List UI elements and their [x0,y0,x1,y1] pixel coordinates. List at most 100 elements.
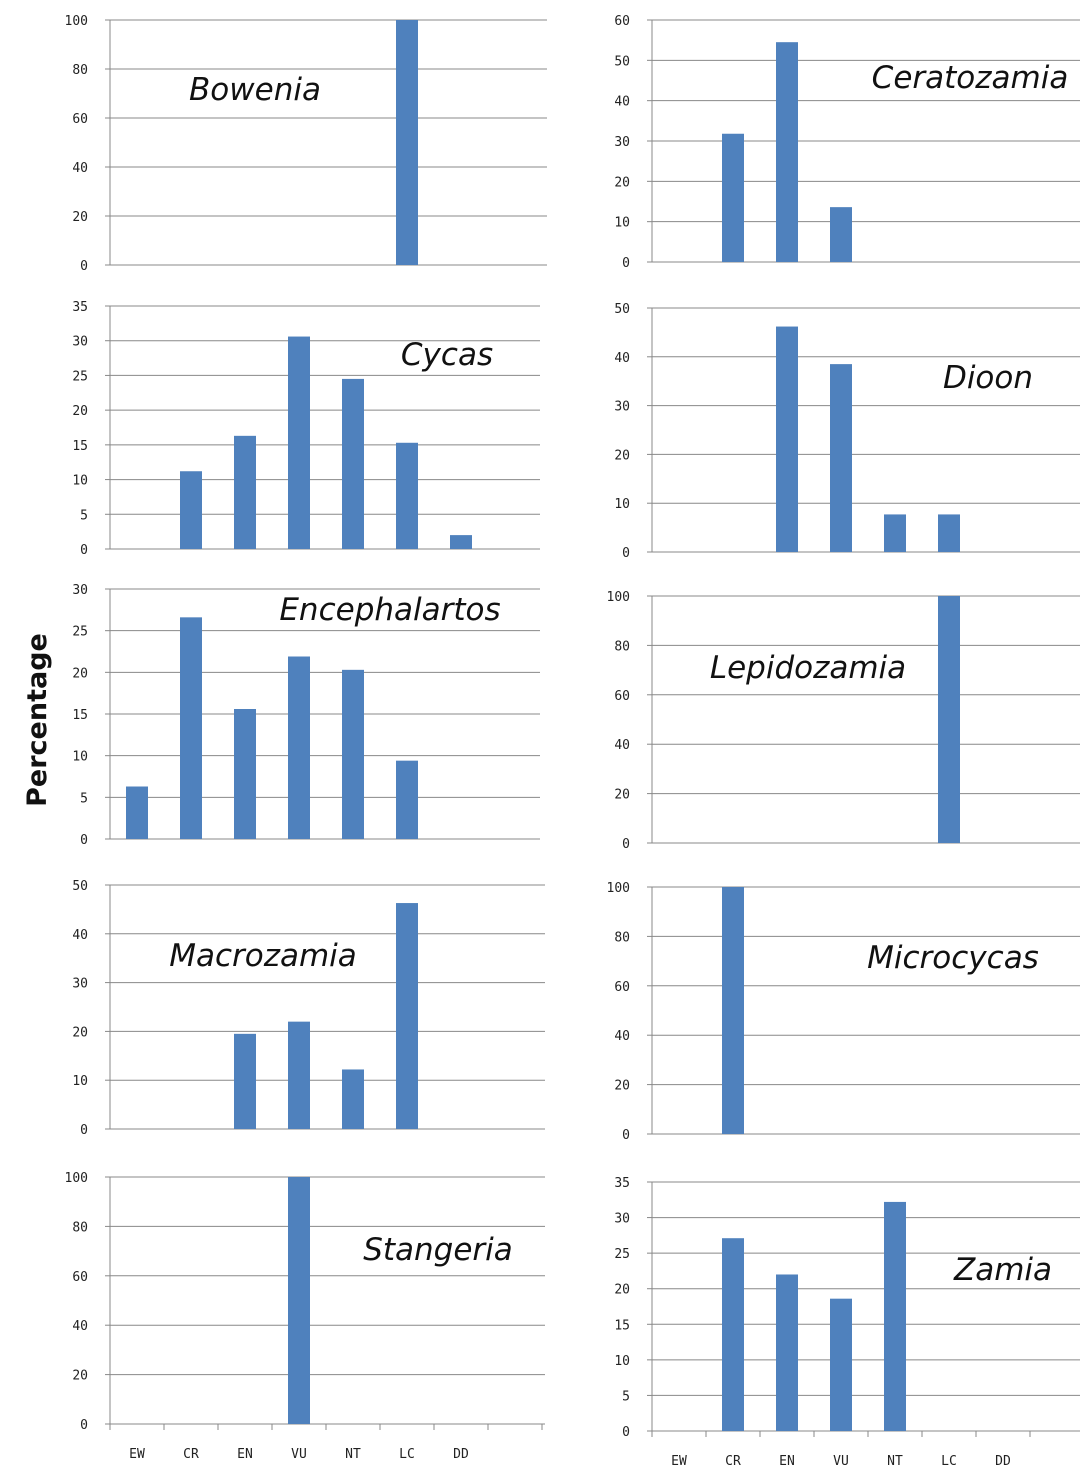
bar-lc [396,903,418,1129]
x-tick-label-en: EN [779,1454,795,1468]
chart-panel-zamia: 0 5 10 15 20 25 30 35 EW CR EN VU NT LC DD Zamia [614,1176,1080,1468]
y-tick-label: 30 [72,335,88,350]
y-tick-label: 20 [72,666,88,681]
y-tick-label: 40 [72,1319,88,1334]
x-tick-label-vu: VU [291,1447,307,1462]
y-tick-label: 60 [614,689,630,704]
y-tick-label: 0 [80,259,88,274]
y-tick-label: 0 [80,543,88,558]
y-tick-label: 10 [614,1354,630,1369]
panel-title: Stangeria [363,1232,513,1268]
x-tick-label-cr: CR [183,1447,199,1462]
x-tick-label-lc: LC [399,1447,415,1462]
y-tick-label: 40 [72,928,88,943]
bar-cr [180,471,202,549]
chart-panel-stangeria: 0 20 40 60 80 100 EW CR EN VU NT LC DD Stangeria [65,1171,545,1462]
y-tick-label: 100 [65,14,88,29]
panel-title: Ceratozamia [872,60,1069,96]
panel-title: Bowenia [189,72,321,108]
bar-cr [180,617,202,839]
y-tick-label: 20 [72,1025,88,1040]
bar-en [234,709,256,839]
chart-panel-microcycas: 0 20 40 60 80 100 Microcycas [607,881,1080,1143]
y-tick-label: 80 [72,1220,88,1235]
panel-title: Macrozamia [169,938,357,974]
bar-cr [722,1238,744,1431]
bar-en [776,326,798,552]
y-tick-label: 0 [80,1123,88,1138]
y-tick-label: 20 [614,175,630,190]
y-tick-label: 0 [622,256,630,271]
y-tick-label: 20 [72,404,88,419]
x-tick-label-ew: EW [129,1447,145,1462]
y-tick-label: 60 [614,14,630,29]
bar-vu [830,1298,852,1431]
y-tick-label: 20 [72,1369,88,1384]
x-tick-label-dd: DD [453,1447,469,1462]
y-tick-label: 30 [614,135,630,150]
x-tick-label-lc: LC [941,1454,957,1468]
y-tick-label: 0 [622,546,630,561]
y-tick-label: 5 [80,508,88,523]
bar-cr [722,887,744,1134]
panel-title: Encephalartos [279,592,500,628]
y-tick-label: 80 [72,63,88,78]
x-tick-label-cr: CR [725,1454,741,1468]
x-tick-label-nt: NT [887,1454,903,1468]
bar-vu [830,207,852,262]
y-tick-label: 40 [614,1029,630,1044]
charts-group: 020406080100Bowenia0102030405060Ceratoza… [65,14,1080,1468]
bar-vu [288,336,310,549]
y-tick-label: 20 [614,448,630,463]
y-tick-label: 30 [72,583,88,598]
y-tick-label: 10 [614,216,630,231]
y-tick-label: 80 [614,930,630,945]
bar-nt [884,514,906,552]
y-tick-label: 15 [72,439,88,454]
bar-lc [396,20,418,265]
panel-title: Dioon [943,360,1033,396]
bar-vu [288,1021,310,1129]
bar-en [234,435,256,549]
y-tick-label: 80 [614,639,630,654]
bar-vu [288,1177,310,1424]
y-tick-label: 100 [607,881,630,896]
bar-vu [830,364,852,552]
y-tick-label: 40 [614,95,630,110]
bar-ew [126,786,148,839]
y-tick-label: 35 [614,1176,630,1191]
bar-en [234,1033,256,1129]
bar-en [776,42,798,262]
chart-panel-dioon: 0 10 20 30 40 50 Dioon [614,302,1080,561]
y-tick-label: 20 [72,210,88,225]
bar-nt [342,669,364,839]
bar-vu [288,656,310,839]
bar-nt [342,378,364,549]
y-tick-label: 30 [614,1212,630,1227]
y-tick-label: 40 [614,351,630,366]
y-tick-label: 0 [80,1418,88,1433]
y-tick-label: 20 [614,788,630,803]
y-tick-label: 50 [614,54,630,69]
x-tick-label-ew: EW [671,1454,687,1468]
y-tick-label: 20 [614,1283,630,1298]
x-tick-label-vu: VU [833,1454,849,1468]
chart-panel-bowenia: 0 20 40 60 80 100 Bowenia [65,14,547,274]
panel-title: Zamia [953,1252,1052,1288]
y-tick-label: 0 [622,837,630,852]
bar-lc [396,442,418,549]
y-tick-label: 50 [72,879,88,894]
y-tick-label: 5 [622,1389,630,1404]
y-tick-label: 15 [614,1318,630,1333]
y-tick-label: 25 [72,625,88,640]
y-tick-label: 35 [72,300,88,315]
y-tick-label: 60 [72,1270,88,1285]
y-tick-label: 0 [622,1128,630,1143]
x-tick-label-dd: DD [995,1454,1011,1468]
y-tick-label: 40 [72,161,88,176]
y-tick-label: 10 [72,1074,88,1089]
bar-lc [938,596,960,843]
y-tick-label: 25 [72,369,88,384]
y-tick-label: 30 [72,977,88,992]
